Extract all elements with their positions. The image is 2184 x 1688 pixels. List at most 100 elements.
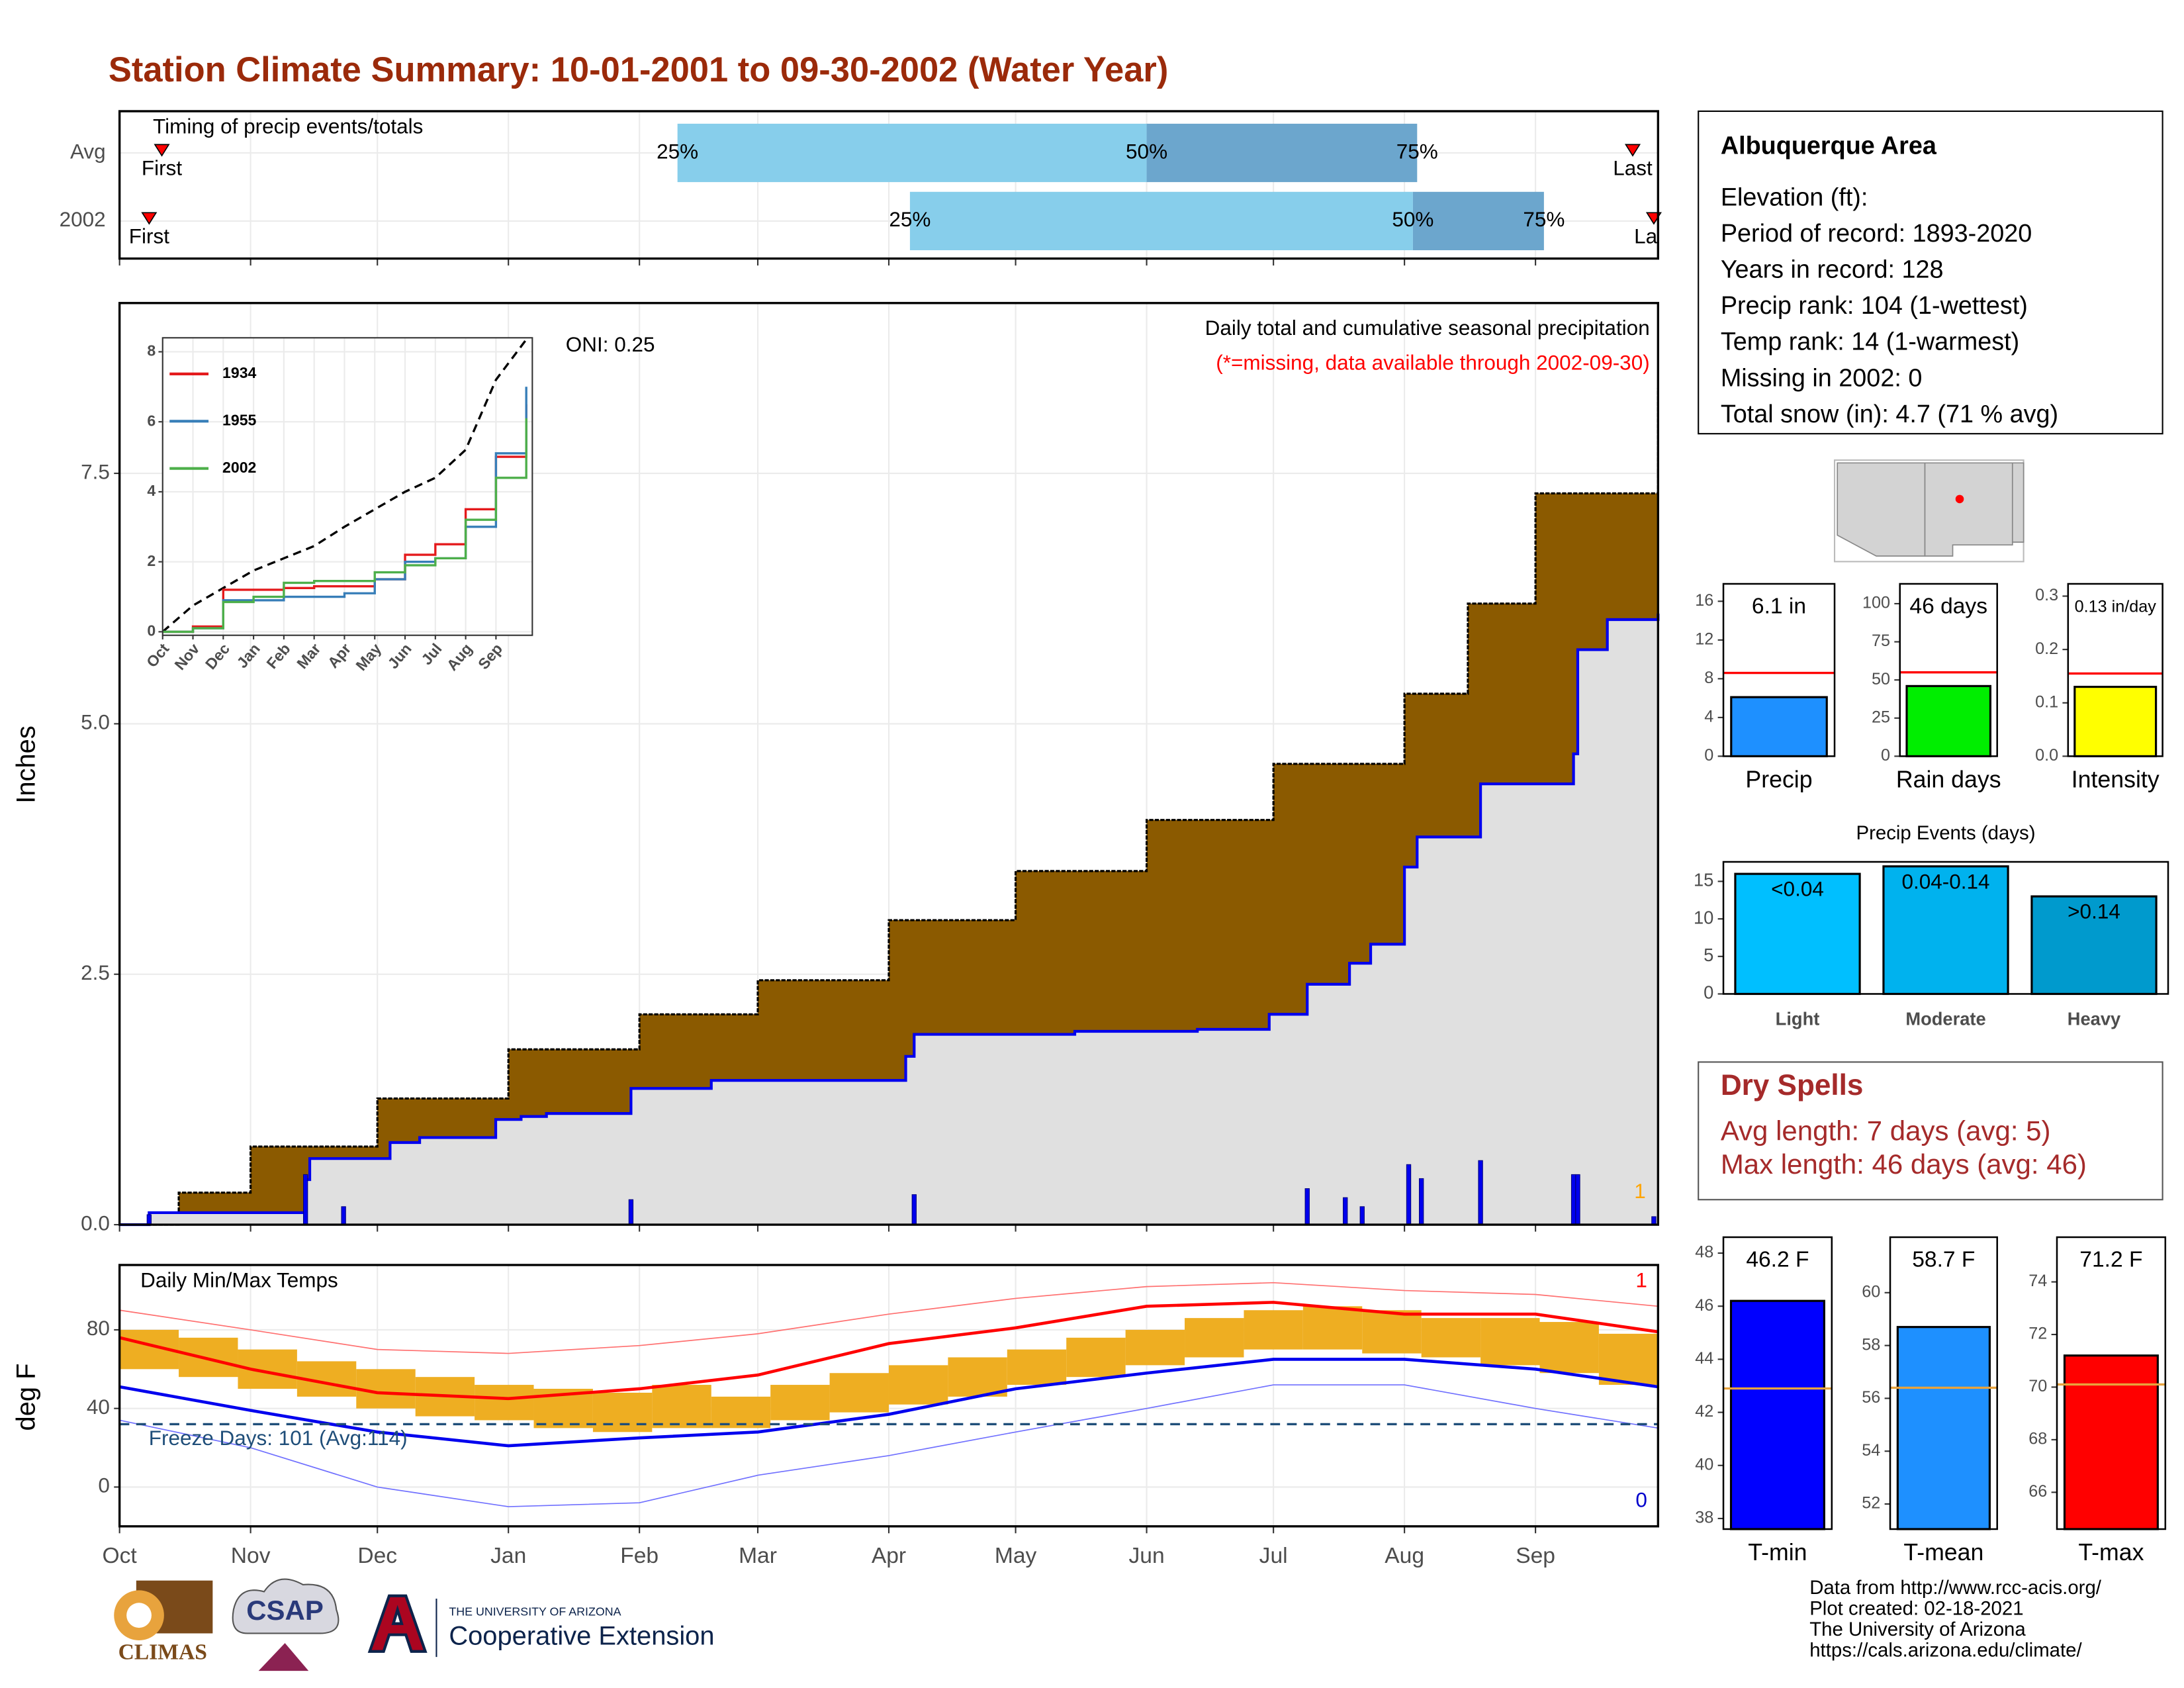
quartile-bar — [677, 123, 1147, 183]
category-label: T-mean — [1903, 1539, 1983, 1566]
temp-bar — [1539, 1322, 1599, 1374]
value-label: <0.04 — [1771, 877, 1824, 901]
y-tick-label: 38 — [1695, 1509, 1713, 1527]
temp-bar — [888, 1365, 948, 1405]
percentile-label: 25% — [657, 139, 698, 163]
category-label: Heavy — [2068, 1009, 2121, 1029]
legend-label: 1934 — [222, 364, 257, 381]
record-low-line — [119, 1384, 1659, 1507]
y-tick-label: 48 — [1695, 1243, 1713, 1262]
category-label: Moderate — [1905, 1009, 1985, 1029]
quartile-bar — [909, 191, 1413, 250]
category-label: Intensity — [2071, 767, 2160, 793]
x-tick-label: Oct — [103, 1544, 138, 1568]
x-tick-label: Jul — [1259, 1544, 1288, 1568]
footer-line: The University of Arizona — [1809, 1618, 2026, 1640]
temp-bar — [1302, 1306, 1363, 1350]
panel-title: Precip Events (days) — [1856, 822, 2036, 844]
y-tick-label: 52 — [1862, 1494, 1880, 1513]
daily-bar — [628, 1199, 634, 1225]
y-tick-label: 80 — [87, 1316, 110, 1340]
quartile-bar — [1412, 191, 1544, 250]
y-tick-label: 0 — [1704, 746, 1713, 765]
bar — [1730, 696, 1828, 757]
bar — [1905, 684, 1991, 757]
percentile-label: 25% — [889, 207, 931, 231]
x-tick-label: Feb — [620, 1544, 659, 1568]
y-tick-label: 40 — [1695, 1455, 1713, 1474]
value-label: 46 days — [1909, 594, 1987, 619]
plot-frame — [1899, 583, 1998, 757]
y-tick-label: 7.5 — [81, 459, 110, 483]
value-label: 0.04-0.14 — [1901, 869, 1989, 893]
y-tick-label: 44 — [1695, 1349, 1713, 1368]
temp-bar — [592, 1392, 653, 1432]
x-tick-label: May — [995, 1544, 1037, 1568]
csap-logo — [232, 1578, 340, 1671]
y-tick-label: 100 — [1862, 594, 1890, 612]
daily-bar — [1651, 1216, 1657, 1225]
y-tick-label: 0.2 — [2035, 639, 2058, 658]
dry-spells-box — [1698, 1061, 2163, 1201]
info-line: Years in record: 128 — [1721, 256, 1944, 283]
x-tick-label: Nov — [231, 1544, 271, 1568]
category-label: T-max — [2078, 1539, 2144, 1566]
temp-bar — [1066, 1337, 1126, 1378]
y-tick-label: 0 — [1881, 746, 1890, 765]
y-tick-label: 60 — [1862, 1282, 1880, 1301]
category-label: T-min — [1748, 1539, 1807, 1566]
page-title: Station Climate Summary: 10-01-2001 to 0… — [109, 50, 1168, 89]
y-tick-label: 68 — [2028, 1430, 2047, 1448]
temp-bar — [356, 1369, 416, 1409]
bar — [1896, 1326, 1991, 1530]
percentile-label: 75% — [1523, 207, 1565, 231]
bar — [1734, 872, 1861, 996]
temp-bar — [770, 1385, 830, 1421]
daily-bar — [341, 1206, 346, 1225]
plot-frame — [1722, 1236, 1833, 1530]
logo-text: THE UNIVERSITY OF ARIZONA — [449, 1605, 621, 1618]
panel-title: Daily total and cumulative seasonal prec… — [1205, 316, 1650, 340]
y-tick-label: 5.0 — [81, 710, 110, 734]
row-label: Avg — [70, 139, 106, 163]
plot-frame — [2067, 583, 2163, 757]
y-tick-label: 2.5 — [81, 961, 110, 984]
logo-text: Cooperative Extension — [449, 1621, 714, 1650]
temp-bar — [475, 1385, 534, 1421]
record-count: 0 — [1635, 1487, 1647, 1511]
observed-line — [119, 613, 1660, 1227]
y-tick-label: 0.3 — [2035, 586, 2058, 604]
record-high-line — [119, 1282, 1659, 1354]
plot-frame — [118, 302, 1659, 1226]
normal-max-line — [119, 1301, 1659, 1401]
y-tick-label: 75 — [1872, 632, 1890, 650]
plot-frame — [1722, 861, 2169, 995]
daily-bar — [1478, 1160, 1483, 1225]
daily-bar — [1406, 1164, 1412, 1225]
daily-bar — [1575, 1174, 1580, 1225]
daily-bar — [1570, 1174, 1576, 1225]
category-label: Light — [1776, 1009, 1820, 1029]
y-tick-label: 72 — [2028, 1325, 2047, 1343]
legend-label: 1955 — [222, 411, 257, 428]
y-tick-label: 46 — [1695, 1296, 1713, 1315]
temp-bar — [652, 1385, 711, 1429]
y-tick-label: 58 — [1862, 1335, 1880, 1354]
average-line — [161, 338, 527, 633]
y-axis-label: deg F — [12, 1363, 41, 1430]
plot-frame — [1722, 583, 1836, 757]
y-tick-label: 15 — [1694, 870, 1713, 890]
category-label: Precip — [1745, 767, 1812, 793]
x-tick-label: Dec — [357, 1544, 397, 1568]
series-line — [162, 418, 527, 633]
temp-bar — [1598, 1333, 1659, 1385]
inset-frame — [161, 337, 533, 636]
y-tick-label: 4 — [1704, 708, 1713, 726]
dry-spells-line: Avg length: 7 days (avg: 5) — [1721, 1115, 2051, 1147]
panel-subtitle: (*=missing, data available through 2002-… — [1216, 351, 1649, 375]
daily-bar — [911, 1194, 917, 1225]
x-tick-label: Mar — [739, 1544, 777, 1568]
info-line: Precip rank: 104 (1-wettest) — [1721, 292, 2028, 320]
count-label: 1 — [1634, 1179, 1646, 1203]
